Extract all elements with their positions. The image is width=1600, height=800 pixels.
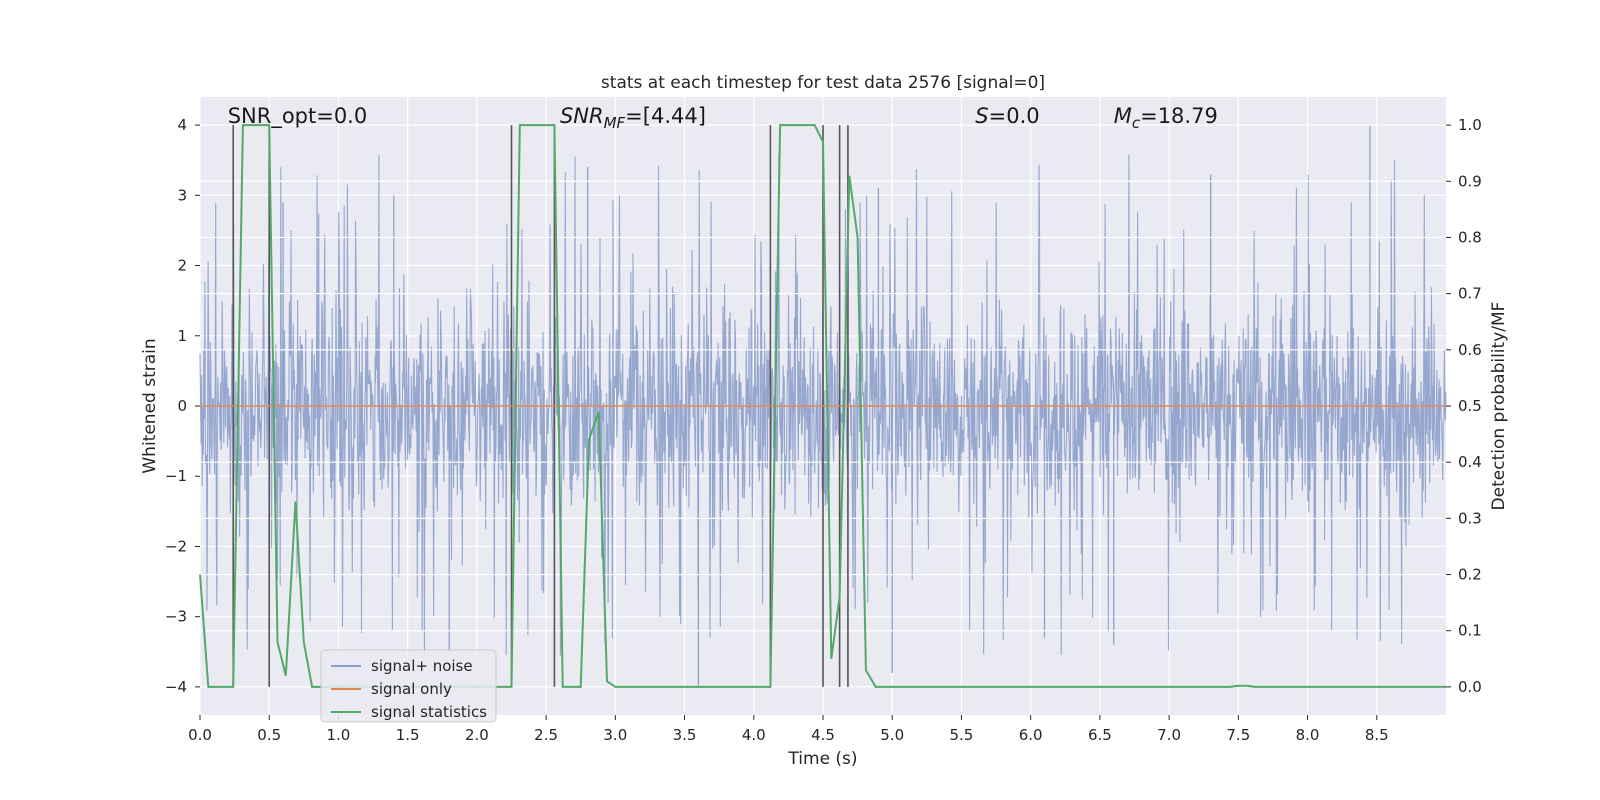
x-tick-label: 8.0 [1296,726,1320,744]
x-tick-label: 4.5 [811,726,835,744]
x-tick-label: 2.0 [465,726,489,744]
annotation-chirp-mass: Mc=18.79 [1114,104,1218,132]
x-tick-label: 0.5 [257,726,281,744]
y-axis-left-title: Whitened strain [140,338,160,473]
legend-frame [320,649,497,723]
signal-statistics-series [199,124,1446,688]
y-left-tick-label: 4 [177,116,187,134]
y-left-tick-label: −4 [165,678,187,696]
y-right-tick-label: 1.0 [1458,116,1482,134]
y-right-tick-label: 0.0 [1458,678,1482,696]
x-tick-label: 5.5 [950,726,974,744]
y-left-tick-label: 1 [177,327,187,345]
y-left-tick-label: −3 [165,608,187,626]
x-tick-label: 6.5 [1088,726,1112,744]
legend: signal+ noise signal only signal statistic… [320,649,497,723]
y-right-tick-label: 0.9 [1458,172,1482,190]
y-right-tick-label: 0.5 [1458,397,1482,415]
x-tick-label: 1.0 [327,726,351,744]
y-left-tick-label: 3 [177,186,187,204]
x-tick-label: 7.0 [1157,726,1181,744]
y-right-tick-label: 0.7 [1458,285,1482,303]
y-right-tick-label: 0.3 [1458,509,1482,527]
y-left-tick-label: 0 [177,397,187,415]
annotation-snr-opt: SNR_opt=0.0 [228,104,368,129]
x-tick-label: 5.0 [880,726,904,744]
x-tick-label: 6.0 [1019,726,1043,744]
annotation-s-stat: S=0.0 [975,104,1039,128]
x-tick-label: 3.5 [673,726,697,744]
x-tick-label: 0.0 [188,726,212,744]
legend-label: signal only [371,680,452,698]
signal-statistics-line [199,124,1446,688]
y-right-tick-label: 0.8 [1458,228,1482,246]
y-right-tick-label: 0.6 [1458,341,1482,359]
tick-labels: 0.0 0.5 1.0 1.5 2.0 2.5 3.0 3.5 4.0 4.5 5.0 5.5 6.0 6… [165,116,1482,744]
x-tick-label: 8.5 [1365,726,1389,744]
y-left-tick-label: −1 [165,467,187,485]
x-tick-label: 2.5 [534,726,558,744]
y-axis-right-title: Detection probability/MF [1489,302,1509,511]
y-right-tick-label: 0.2 [1458,566,1482,584]
x-tick-label: 1.5 [396,726,420,744]
annotation-snr-mf: SNRMF=[4.44] [560,104,706,132]
y-right-tick-label: 0.1 [1458,622,1482,640]
x-tick-label: 3.0 [603,726,627,744]
chart-title: stats at each timestep for test data 257… [601,73,1045,93]
y-left-tick-label: −2 [165,537,187,555]
y-right-tick-label: 0.4 [1458,453,1482,471]
x-axis-title: Time (s) [787,749,857,769]
x-tick-label: 7.5 [1226,726,1250,744]
annotations: SNR_opt=0.0 SNRMF=[4.44] S=0.0 Mc=18.79 [228,104,1218,132]
y-left-tick-label: 2 [177,257,187,275]
x-tick-label: 4.0 [742,726,766,744]
legend-label: signal+ noise [371,657,473,675]
legend-label: signal statistics [371,703,487,721]
